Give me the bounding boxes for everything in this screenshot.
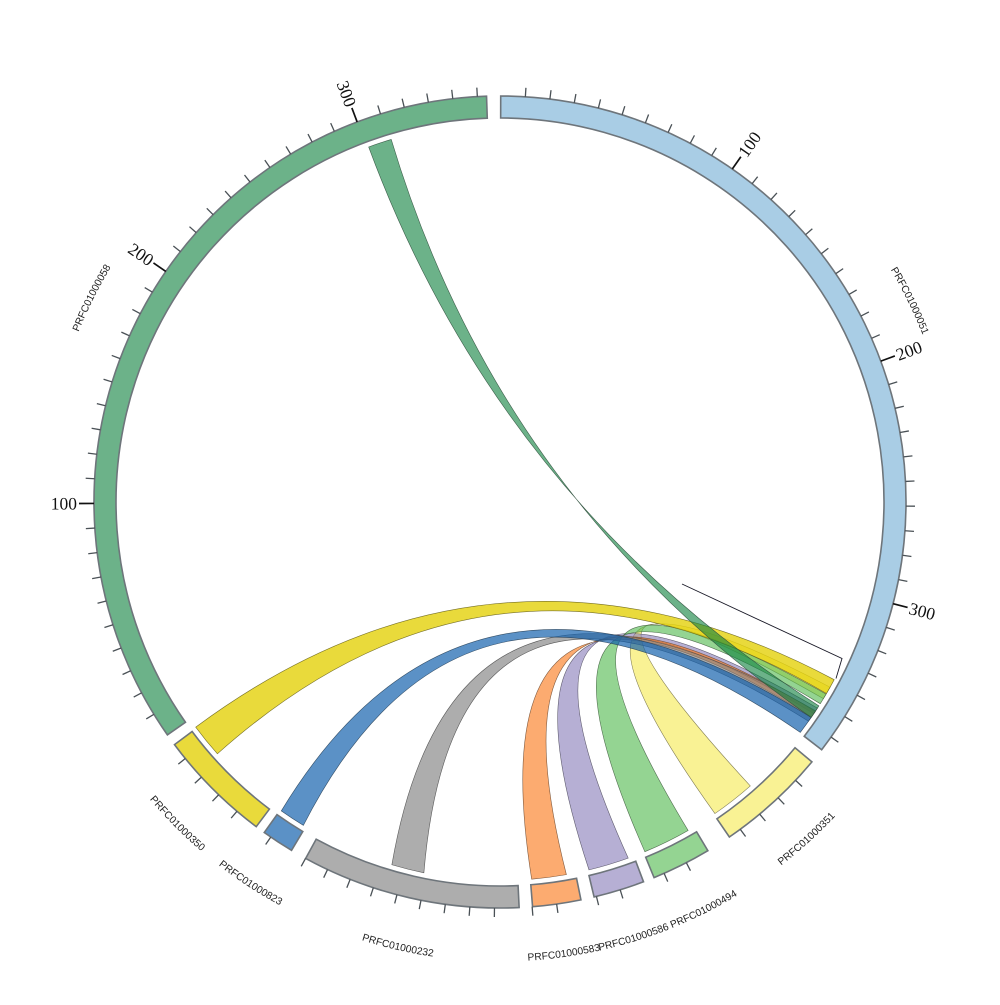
svg-text:100: 100 (51, 493, 78, 513)
